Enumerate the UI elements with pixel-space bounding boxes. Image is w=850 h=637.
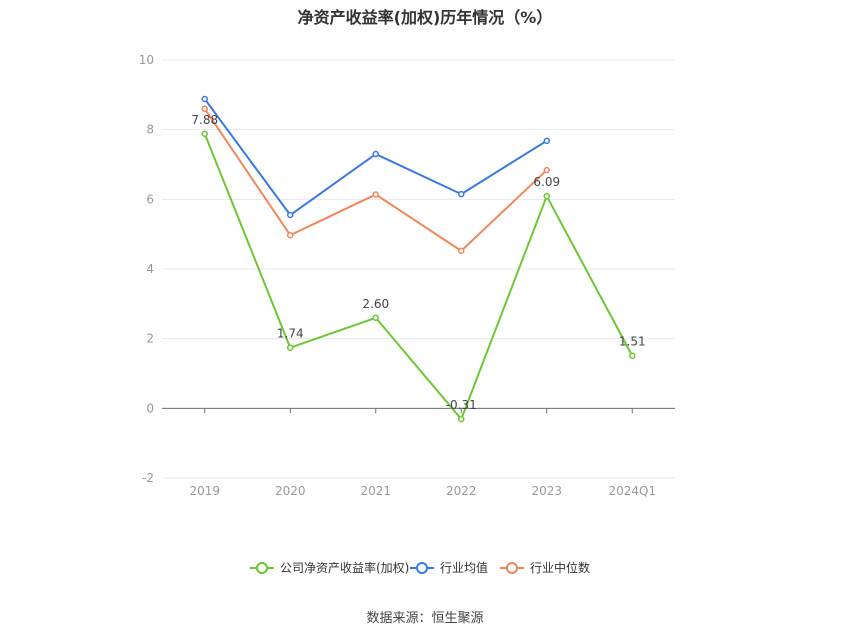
y-tick-label: 6 bbox=[146, 192, 154, 206]
data-point bbox=[458, 247, 465, 255]
y-tick-label: 0 bbox=[146, 401, 154, 415]
data-labels: 7.88 1.74 2.60 -0.31 6.09 1.51 bbox=[191, 113, 645, 412]
data-label: 2.60 bbox=[362, 297, 389, 311]
data-point bbox=[372, 314, 379, 322]
data-point bbox=[629, 352, 636, 359]
x-tick-label: 2023 bbox=[531, 484, 562, 498]
data-point bbox=[201, 105, 208, 113]
legend-marker bbox=[506, 562, 518, 574]
legend-item: 公司净资产收益率(加权) bbox=[250, 560, 409, 575]
data-point bbox=[201, 95, 208, 103]
legend-marker bbox=[256, 562, 268, 574]
data-point bbox=[543, 192, 550, 200]
data-point bbox=[201, 130, 208, 138]
data-point bbox=[287, 344, 294, 351]
legend-marker bbox=[416, 562, 428, 574]
legend-label: 行业中位数 bbox=[530, 560, 590, 575]
data-point bbox=[287, 211, 294, 219]
legend-item: 行业中位数 bbox=[500, 560, 590, 575]
data-source: 数据来源：恒生聚源 bbox=[366, 611, 484, 626]
data-point bbox=[543, 137, 550, 145]
legend-item: 行业均值 bbox=[410, 560, 488, 575]
y-tick-label: -2 bbox=[142, 471, 154, 485]
legend: 公司净资产收益率(加权) 行业均值 行业中位数 bbox=[250, 560, 590, 575]
series-lines bbox=[201, 95, 636, 423]
x-tick-label: 2022 bbox=[446, 484, 477, 498]
y-axis-ticks: -2 0 2 4 6 8 10 bbox=[139, 53, 154, 485]
y-tick-label: 4 bbox=[146, 262, 154, 276]
x-tick-label: 2019 bbox=[189, 484, 220, 498]
grid bbox=[162, 59, 675, 479]
data-point bbox=[458, 190, 465, 198]
x-tick-label: 2020 bbox=[275, 484, 306, 498]
x-tick-label: 2024Q1 bbox=[608, 484, 656, 498]
x-axis: 2019 2020 2021 2022 2023 2024Q1 bbox=[162, 407, 675, 498]
data-label: 1.51 bbox=[619, 335, 646, 349]
series-line bbox=[203, 133, 634, 421]
data-point bbox=[458, 415, 465, 423]
y-tick-label: 10 bbox=[139, 53, 154, 67]
chart-title: 净资产收益率(加权)历年情况（%） bbox=[297, 8, 553, 27]
y-tick-label: 8 bbox=[146, 123, 154, 137]
data-point bbox=[372, 191, 379, 198]
data-label: 6.09 bbox=[533, 175, 560, 189]
data-point bbox=[287, 231, 294, 239]
legend-label: 公司净资产收益率(加权) bbox=[280, 560, 409, 575]
x-tick-label: 2021 bbox=[360, 484, 391, 498]
data-label: 7.88 bbox=[191, 113, 218, 127]
data-label: 1.74 bbox=[277, 327, 304, 341]
data-point bbox=[372, 150, 379, 158]
legend-label: 行业均值 bbox=[440, 560, 488, 575]
y-tick-label: 2 bbox=[146, 332, 154, 346]
data-label: -0.31 bbox=[446, 398, 477, 412]
data-point bbox=[543, 166, 550, 174]
